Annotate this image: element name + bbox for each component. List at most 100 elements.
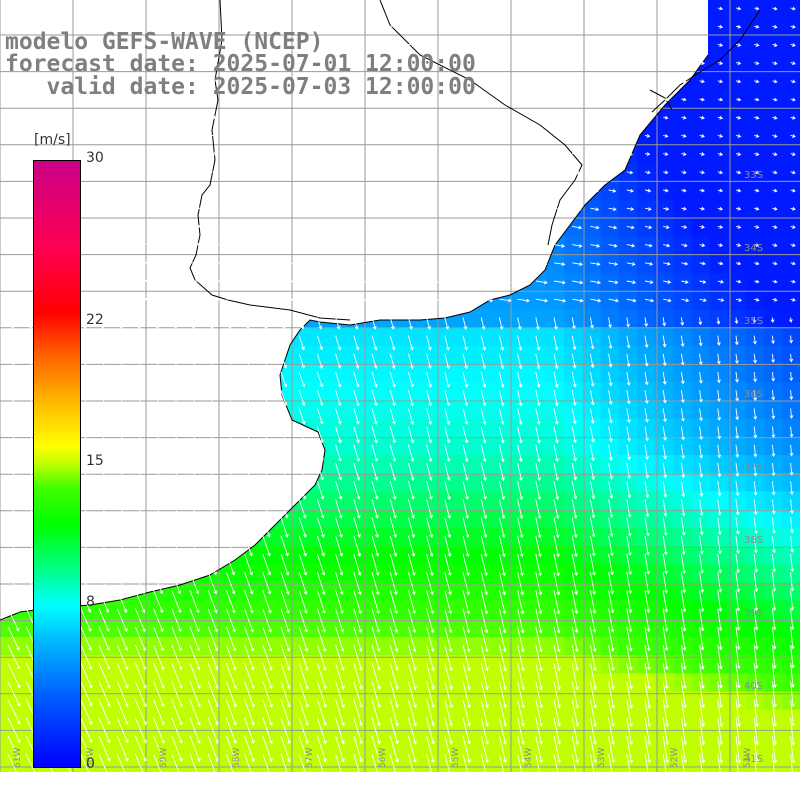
- wind-cell: [746, 582, 765, 602]
- wind-arrow: [462, 261, 475, 266]
- wind-arrow: [371, 681, 381, 709]
- wind-cell: [655, 673, 674, 693]
- wind-cell: [655, 127, 674, 147]
- wind-arrow: [480, 499, 488, 520]
- wind-cell: [618, 436, 638, 456]
- wind-arrow: [772, 152, 778, 157]
- wind-cell: [327, 382, 347, 401]
- wind-cell: [455, 709, 474, 729]
- wind-arrow: [317, 97, 326, 102]
- wind-arrow: [754, 225, 760, 229]
- latitude-label: 34S: [744, 243, 763, 254]
- wind-arrow: [498, 644, 507, 672]
- wind-arrow: [771, 735, 778, 764]
- wind-arrow: [134, 699, 147, 726]
- wind-cell: [364, 637, 383, 656]
- wind-cell: [382, 473, 401, 492]
- wind-cell: [655, 691, 674, 711]
- wind-arrow: [134, 553, 145, 576]
- wind-cell: [582, 436, 602, 456]
- wind-arrow: [7, 96, 17, 101]
- wind-cell: [618, 746, 638, 765]
- wind-arrow: [426, 225, 438, 230]
- wind-cell: [455, 691, 474, 711]
- wind-arrow: [754, 188, 760, 193]
- wind-arrow: [771, 644, 777, 669]
- wind-arrow: [389, 699, 399, 727]
- wind-cell: [764, 0, 784, 19]
- wind-arrow: [225, 754, 234, 772]
- wind-arrow: [408, 115, 418, 120]
- wind-arrow: [171, 717, 183, 744]
- wind-cell: [364, 509, 383, 529]
- wind-arrow: [735, 681, 741, 708]
- wind-arrow: [134, 499, 144, 519]
- wind-arrow: [317, 42, 325, 47]
- wind-cell: [546, 273, 565, 292]
- wind-arrow: [753, 572, 759, 593]
- wind-arrow: [280, 699, 291, 727]
- wind-arrow: [98, 517, 108, 538]
- wind-arrow: [171, 681, 183, 708]
- wind-cell: [746, 637, 765, 656]
- wind-arrow: [790, 590, 795, 611]
- wind-arrow: [790, 572, 795, 592]
- wind-arrow: [44, 42, 52, 47]
- wind-cell: [218, 600, 238, 620]
- wind-cell: [345, 764, 365, 772]
- wind-cell: [709, 109, 729, 128]
- wind-arrow: [262, 188, 273, 193]
- wind-arrow: [535, 754, 541, 772]
- wind-cell: [564, 309, 583, 329]
- wind-cell: [473, 600, 492, 620]
- wind-arrow: [153, 699, 165, 726]
- wind-cell: [691, 618, 711, 638]
- wind-cell: [327, 364, 347, 383]
- wind-arrow: [717, 279, 724, 284]
- wind-arrow: [462, 371, 469, 388]
- wind-arrow: [225, 644, 237, 671]
- wind-arrow: [7, 187, 19, 192]
- wind-arrow: [663, 6, 669, 11]
- wind-cell: [400, 546, 420, 565]
- wind-cell: [746, 691, 765, 711]
- wind-arrow: [80, 444, 89, 462]
- wind-arrow: [80, 517, 90, 537]
- wind-arrow: [572, 6, 578, 11]
- wind-cell: [728, 0, 747, 19]
- wind-arrow: [498, 499, 506, 520]
- wind-arrow: [790, 206, 796, 211]
- wind-arrow: [98, 608, 110, 632]
- wind-arrow: [498, 390, 505, 407]
- wind-arrow: [753, 699, 760, 727]
- wind-arrow: [535, 390, 541, 407]
- wind-cell: [709, 673, 729, 693]
- wind-arrow: [371, 188, 383, 193]
- wind-arrow: [662, 535, 668, 556]
- wind-arrow: [153, 371, 161, 388]
- wind-cell: [782, 218, 800, 238]
- wind-arrow: [390, 298, 403, 303]
- wind-arrow: [462, 24, 470, 29]
- wind-arrow: [62, 151, 73, 156]
- wind-arrow: [680, 644, 687, 671]
- wind-arrow: [644, 6, 651, 11]
- wind-cell: [291, 527, 310, 547]
- wind-cell: [582, 473, 602, 492]
- wind-arrow: [662, 499, 668, 517]
- wind-cell: [509, 709, 529, 729]
- wind-arrow: [444, 754, 450, 772]
- wind-cell: [364, 473, 383, 492]
- wind-arrow: [626, 499, 632, 518]
- wind-arrow: [7, 499, 18, 518]
- wind-arrow: [116, 699, 129, 726]
- wind-arrow: [353, 79, 362, 84]
- wind-cell: [418, 327, 438, 347]
- wind-arrow: [717, 298, 725, 302]
- wind-cell: [746, 400, 765, 420]
- wind-arrow: [225, 371, 233, 388]
- wind-cell: [691, 746, 711, 765]
- wind-cell: [564, 236, 583, 256]
- wind-arrow: [462, 243, 475, 248]
- wind-arrow: [116, 462, 125, 481]
